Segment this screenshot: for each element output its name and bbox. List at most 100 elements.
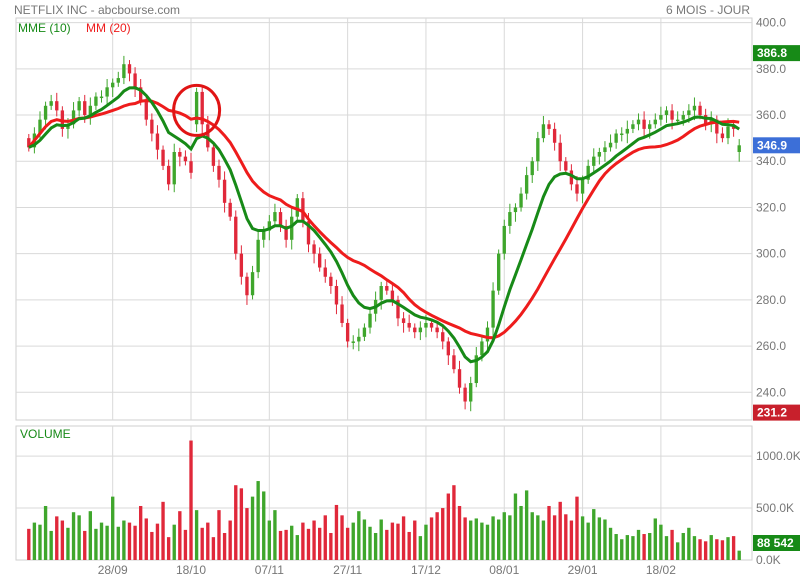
volume-bar [183,529,188,560]
volume-bar [441,508,445,560]
volume-bar [726,537,730,560]
candle-body [133,73,137,88]
volume-bar [317,527,322,560]
volume-bar [597,517,602,560]
last-price-badge-bg [753,137,800,154]
volume-bar [547,505,551,560]
volume-bar [222,532,227,560]
volume-bar [664,536,669,560]
candle-body [357,336,361,342]
candle-body [692,105,697,111]
candle-body [222,179,227,203]
volume-bar [463,517,467,560]
candle-body [250,272,255,296]
candle-body [278,212,283,226]
candle-body [659,115,663,120]
candle-body [664,110,669,116]
candle-body [418,327,423,333]
candle-body [245,276,249,296]
candle-body [681,115,685,120]
volume-bar [345,527,350,560]
candle-body [83,101,87,116]
volume-plot-area [15,425,753,561]
volume-bar [681,532,685,560]
volume-bar [278,530,283,560]
volume-bar [530,512,534,560]
volume-bar [105,525,109,560]
volume-bar [83,530,87,560]
volume-bar [49,530,53,560]
candle-body [530,161,534,176]
volume-bars [27,440,741,560]
volume-bar [519,505,523,560]
candle-body [351,341,355,343]
candle-body [720,133,725,139]
price-tick-label: 280.0 [756,293,786,307]
volume-badge-bg [753,535,800,551]
legend-mm: MM (20) [86,21,131,35]
volume-bar [608,527,613,560]
candle-body [150,119,154,134]
volume-bar [379,519,383,560]
volume-bar [178,511,182,560]
volume-bar [172,524,176,560]
volume-bar [636,529,641,560]
candle-body [642,119,646,129]
volume-bar [262,491,266,560]
highlight-circle [172,83,222,137]
volume-bar [552,515,557,560]
candle-body [362,327,367,337]
chart-period: 6 MOIS - JOUR [665,3,750,17]
volume-bar [580,516,585,560]
volume-bar [228,520,232,560]
volume-bar [27,528,31,560]
volume-bar [385,529,389,560]
candle-body [670,110,674,120]
volume-bar [625,535,630,560]
candle-body [558,142,562,162]
volume-bar [737,550,741,560]
candle-body [620,133,624,136]
candle-body [211,147,216,166]
volume-bar [71,512,76,560]
price-tick-label: 380.0 [756,62,786,76]
candle-body [480,341,484,356]
volume-bar [692,536,697,560]
volume-bar [38,524,42,560]
candle-body [155,133,160,150]
candle-body [206,124,210,148]
candle-body [631,124,635,129]
candle-body [648,124,652,129]
volume-bar [614,534,618,560]
candle-body [715,119,719,134]
x-tick-label: 08/01 [489,563,519,577]
volume-bar [452,485,456,560]
volume-bar [217,510,221,560]
price-panel: 400.0 380.0 360.0 340.0 320.0 300.0 280.0 260.0… [15,16,786,421]
volume-bar [569,520,574,560]
candle-body [424,322,428,328]
volume-bar [166,537,171,560]
candle-body [698,105,702,116]
volume-bar [138,505,143,560]
volume-axis-ticks: 1000.0K 500.0K 0.0K [756,449,800,567]
volume-bar [715,539,719,560]
candle-body [513,207,518,213]
candle-body [726,126,730,139]
x-tick-label: 29/01 [568,563,598,577]
candle-body [502,225,506,254]
candle-body [396,299,400,319]
candle-body [71,110,76,125]
high-price-badge: 386.8 [757,46,787,60]
volume-bar [144,518,148,560]
candle-body [564,161,568,171]
candle-body [144,101,148,120]
candle-body [368,313,372,328]
candle-body [508,212,512,226]
x-tick-label: 27/11 [333,563,362,577]
volume-bar [351,522,355,560]
volume-bar [401,516,406,560]
candle-body [496,253,501,291]
candle-body [452,355,456,370]
